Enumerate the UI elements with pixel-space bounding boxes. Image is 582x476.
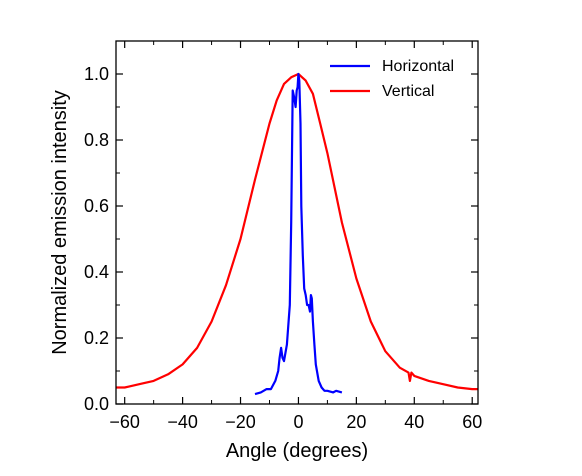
y-tick-label: 1.0 bbox=[84, 64, 109, 84]
x-axis-label: Angle (degrees) bbox=[226, 440, 368, 462]
y-tick-label: 0.6 bbox=[84, 196, 109, 216]
series-layer bbox=[116, 72, 478, 396]
x-tick-label: −20 bbox=[225, 412, 256, 432]
y-axis-ticks: 0.0 0.2 0.4 0.6 0.8 1.0 bbox=[84, 40, 478, 414]
series-line-vertical bbox=[116, 72, 478, 391]
x-tick-label: 0 bbox=[293, 412, 303, 432]
legend-label: Vertical bbox=[382, 83, 434, 100]
x-tick-label: 20 bbox=[346, 412, 366, 432]
x-tick-label: −40 bbox=[167, 412, 198, 432]
x-tick-label: 40 bbox=[404, 412, 424, 432]
legend-label: Horizontal bbox=[382, 58, 454, 75]
y-tick-label: 0.0 bbox=[84, 394, 109, 414]
y-tick-label: 0.8 bbox=[84, 130, 109, 150]
legend: Horizontal Vertical bbox=[330, 58, 454, 100]
y-axis-label: Normalized emission intensity bbox=[49, 90, 71, 355]
plot-frame bbox=[115, 40, 479, 405]
y-tick-label: 0.2 bbox=[84, 328, 109, 348]
x-axis-ticks: −60 −40 −20 0 20 40 60 bbox=[109, 41, 482, 432]
x-tick-label: −60 bbox=[109, 412, 140, 432]
x-tick-label: 60 bbox=[462, 412, 482, 432]
y-tick-label: 0.4 bbox=[84, 262, 109, 282]
series-line-horizontal bbox=[254, 72, 343, 396]
